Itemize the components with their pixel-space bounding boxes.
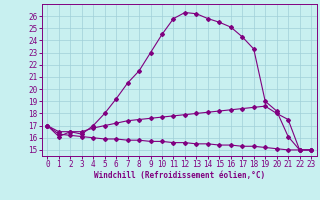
- X-axis label: Windchill (Refroidissement éolien,°C): Windchill (Refroidissement éolien,°C): [94, 171, 265, 180]
